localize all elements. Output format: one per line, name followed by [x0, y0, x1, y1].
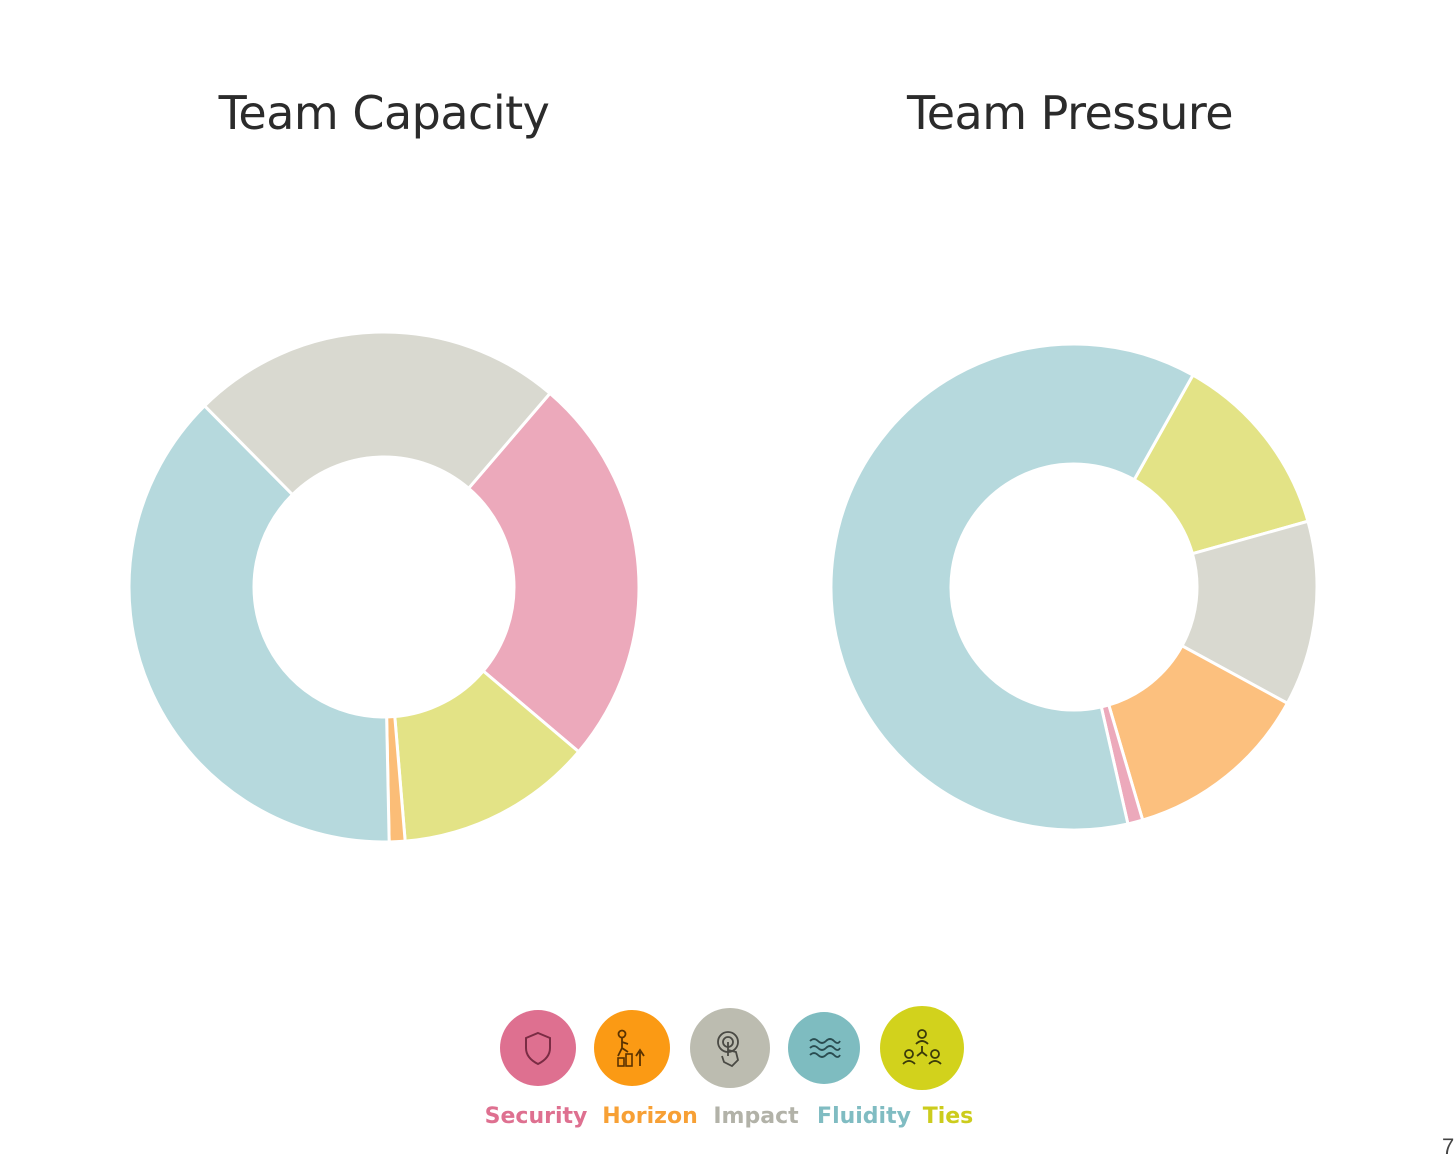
legend-circle-ties [880, 1006, 964, 1090]
legend-circle-security [500, 1010, 576, 1086]
legend-label-security: Security [484, 1104, 588, 1129]
legend-label-impact: Impact [713, 1104, 799, 1129]
legend: Security Horizon Impact [480, 1004, 1000, 1144]
legend-label-horizon: Horizon [602, 1104, 698, 1129]
legend-circle-horizon [594, 1010, 670, 1086]
shield-icon [525, 1031, 551, 1066]
legend-circle-impact [690, 1008, 770, 1088]
chart-title-capacity: Team Capacity [218, 86, 550, 140]
legend-circle-fluidity [788, 1012, 860, 1084]
page-number: 7 [1442, 1134, 1455, 1159]
donut-slice-security [466, 391, 641, 754]
donut-slice-ties [393, 668, 581, 843]
touch-icon [717, 1031, 739, 1068]
donut-slice-fluidity [829, 342, 1195, 832]
legend-label-fluidity: Fluidity [817, 1104, 911, 1129]
climbing-person-icon [617, 1029, 645, 1067]
donut-chart-pressure [829, 342, 1319, 832]
donut-slice-impact [202, 330, 553, 497]
donut-slice-fluidity [127, 403, 391, 844]
chart-title-pressure: Team Pressure [906, 86, 1234, 140]
legend-label-ties: Ties [922, 1104, 974, 1129]
waves-icon [809, 1038, 841, 1058]
network-people-icon [902, 1029, 942, 1065]
donut-chart-capacity [127, 330, 641, 844]
